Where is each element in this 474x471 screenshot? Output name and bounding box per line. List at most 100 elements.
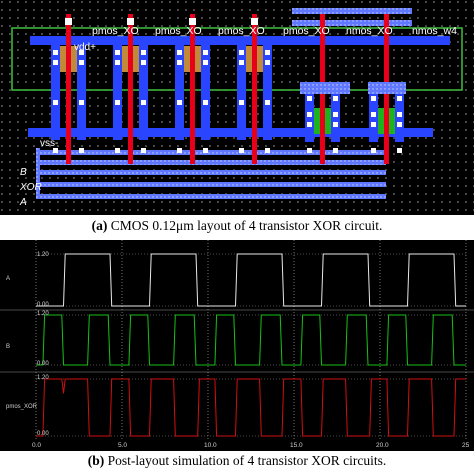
contact (239, 50, 244, 55)
contact (307, 122, 312, 127)
metal1-strap (201, 40, 210, 140)
contact (203, 50, 208, 55)
contact (79, 148, 84, 153)
contact (239, 60, 244, 65)
x-tick-label: 10.0 (204, 442, 217, 449)
contact (115, 50, 120, 55)
contact (115, 100, 120, 105)
contact (141, 100, 146, 105)
pin-label-b: B (20, 167, 27, 178)
contact (333, 148, 338, 153)
contact (115, 60, 120, 65)
transistor-label-4: pmos_XO (283, 25, 330, 37)
transistor-label-5: nmos_XO (346, 25, 393, 37)
metal2-route (36, 182, 386, 187)
contact (177, 100, 182, 105)
layout-geometry (11, 8, 463, 199)
contact (251, 18, 258, 25)
contact (397, 148, 402, 153)
signal-b-min: 0.00 (37, 361, 49, 367)
contact (79, 100, 84, 105)
contact (333, 112, 338, 117)
metal2-top-bar (292, 20, 412, 26)
contact (307, 148, 312, 153)
contact (177, 148, 182, 153)
contact (265, 60, 270, 65)
contact (397, 122, 402, 127)
x-tick-label: 0.0 (32, 442, 41, 449)
contact (65, 18, 72, 25)
contact (177, 60, 182, 65)
contact (53, 148, 58, 153)
metal1-strap (77, 40, 86, 140)
simulation-view: A B pmos_XOR 1.20 0.00 1.20 0.00 1.20 0.… (0, 240, 474, 451)
metal2-link (368, 82, 406, 94)
contact (265, 148, 270, 153)
metal2-link (300, 82, 350, 94)
pin-label-a: A (19, 197, 27, 208)
vss-label: vss- (40, 138, 58, 149)
contact (53, 50, 58, 55)
poly-gate (128, 14, 133, 164)
contact (203, 100, 208, 105)
transistor-label-1: pmos_XO (92, 25, 139, 37)
contact (141, 148, 146, 153)
x-axis-ticks: 0.0 5.0 10.0 15.0 20.0 25 (32, 442, 470, 449)
sim-grid (0, 240, 474, 440)
metal1-strap (139, 40, 148, 140)
contact (239, 148, 244, 153)
contact (397, 112, 402, 117)
caption-a-tag: (a) (91, 218, 108, 233)
signal-a-min: 0.00 (37, 302, 49, 308)
contact (127, 18, 134, 25)
contact (203, 60, 208, 65)
contact (141, 50, 146, 55)
contact (141, 60, 146, 65)
contact (307, 96, 312, 101)
contact (397, 96, 402, 101)
metal2-route (36, 150, 386, 155)
x-tick-label: 20.0 (376, 442, 389, 449)
series-line-a (36, 253, 466, 307)
metal2-route (36, 170, 386, 175)
metal2-top-bar (292, 8, 412, 14)
caption-b-tag: (b) (87, 453, 105, 468)
poly-gate (252, 14, 257, 164)
contact (203, 148, 208, 153)
pin-label-xor: XOR (19, 182, 42, 193)
contact (371, 148, 376, 153)
metal2-route (36, 148, 40, 198)
metal2-route (36, 194, 386, 199)
transistor-label-3: pmos_XO (218, 25, 265, 37)
contact (265, 50, 270, 55)
contact (115, 148, 120, 153)
layout-view: vdd+ vss- pmos_XO pmos_XO pmos_XO pmos_X… (0, 0, 474, 215)
transistor-label-2: pmos_XO (155, 25, 202, 37)
signal-pmos-xor-min: 0.00 (37, 431, 49, 437)
signal-a-max: 1.20 (37, 252, 49, 258)
contact (333, 122, 338, 127)
contact (53, 100, 58, 105)
poly-gate (190, 14, 195, 164)
contact (79, 50, 84, 55)
contact (307, 112, 312, 117)
contact (371, 122, 376, 127)
x-tick-label: 5.0 (118, 442, 127, 449)
contact (371, 112, 376, 117)
layout-drawing: vdd+ vss- pmos_XO pmos_XO pmos_XO pmos_X… (0, 0, 474, 215)
signal-pmos-xor-max: 1.20 (37, 375, 49, 381)
contact (79, 60, 84, 65)
series-line-pmos-xor (36, 378, 466, 437)
metal1-strap (113, 40, 122, 140)
signal-name-a: A (6, 276, 10, 282)
caption-b: (b) Post-layout simulation of 4 transist… (0, 453, 474, 469)
metal1-strap (263, 40, 272, 140)
contact (189, 18, 196, 25)
poly-gate (66, 14, 71, 164)
metal1-strap (175, 40, 184, 140)
contact (333, 96, 338, 101)
signal-name-pmos-xor: pmos_XOR (6, 404, 38, 410)
vdd-label: vdd+ (74, 42, 96, 53)
sim-waveforms (36, 253, 466, 437)
metal1-strap (237, 40, 246, 140)
